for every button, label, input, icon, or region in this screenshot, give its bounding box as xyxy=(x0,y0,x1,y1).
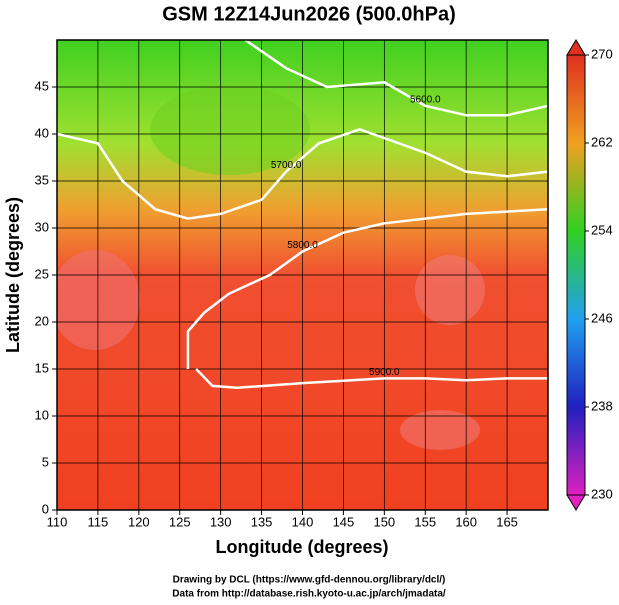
y-tick-label: 10 xyxy=(35,407,49,422)
y-tick-label: 40 xyxy=(35,125,49,140)
contour-label: 5700.0 xyxy=(271,160,302,171)
warm-patch xyxy=(415,255,485,325)
colorbar-tick-label: 246 xyxy=(591,310,613,325)
x-tick-label: 165 xyxy=(496,514,518,529)
contour-line xyxy=(195,368,548,390)
x-tick-label: 130 xyxy=(210,514,232,529)
colorbar-tick-label: 262 xyxy=(591,134,613,149)
y-tick-label: 5 xyxy=(42,454,49,469)
x-tick-label: 160 xyxy=(455,514,477,529)
x-tick-label: 115 xyxy=(88,514,109,529)
field-patches xyxy=(57,85,485,450)
warm-patch xyxy=(57,250,140,350)
y-tick-label: 30 xyxy=(35,219,49,234)
chart-title: GSM 12Z14Jun2026 (500.0hPa) xyxy=(162,3,455,25)
warm-patch xyxy=(400,410,480,450)
colorbar-tick-label: 254 xyxy=(591,222,613,237)
y-tick-label: 15 xyxy=(35,360,49,375)
colorbar-tick-label: 270 xyxy=(591,46,613,61)
x-axis-label: Longitude (degrees) xyxy=(215,537,388,557)
x-tick-label: 125 xyxy=(169,514,191,529)
y-axis-label: Latitude (degrees) xyxy=(3,197,23,353)
y-tick-label: 35 xyxy=(35,172,49,187)
contour-label: 5600.0 xyxy=(410,94,441,105)
x-tick-label: 135 xyxy=(251,514,273,529)
contour-line xyxy=(186,207,548,369)
colorbar-tick-label: 238 xyxy=(591,398,613,413)
y-tick-label: 45 xyxy=(35,78,49,93)
y-tick-label: 25 xyxy=(35,266,49,281)
x-tick-label: 120 xyxy=(128,514,150,529)
y-tick-label: 20 xyxy=(35,313,49,328)
contour-label: 5900.0 xyxy=(369,367,400,378)
colorbar-extend xyxy=(566,494,586,511)
colorbar-extend xyxy=(566,39,586,56)
contour-line xyxy=(244,40,548,117)
footer-text: Data from http://database.rish.kyoto-u.a… xyxy=(172,589,446,600)
x-tick-label: 110 xyxy=(47,514,68,529)
footer-text: Drawing by DCL (https://www.gfd-dennou.o… xyxy=(173,575,446,586)
x-tick-label: 145 xyxy=(333,514,355,529)
x-tick-label: 150 xyxy=(373,514,395,529)
colorbar-tick-label: 230 xyxy=(591,486,613,501)
x-tick-label: 140 xyxy=(292,514,314,529)
colorbar xyxy=(566,54,586,496)
contour-line xyxy=(57,127,548,220)
contour-label: 5800.0 xyxy=(287,240,318,251)
cool-patch xyxy=(150,85,310,175)
x-tick-label: 155 xyxy=(414,514,436,529)
y-tick-label: 0 xyxy=(42,501,49,516)
